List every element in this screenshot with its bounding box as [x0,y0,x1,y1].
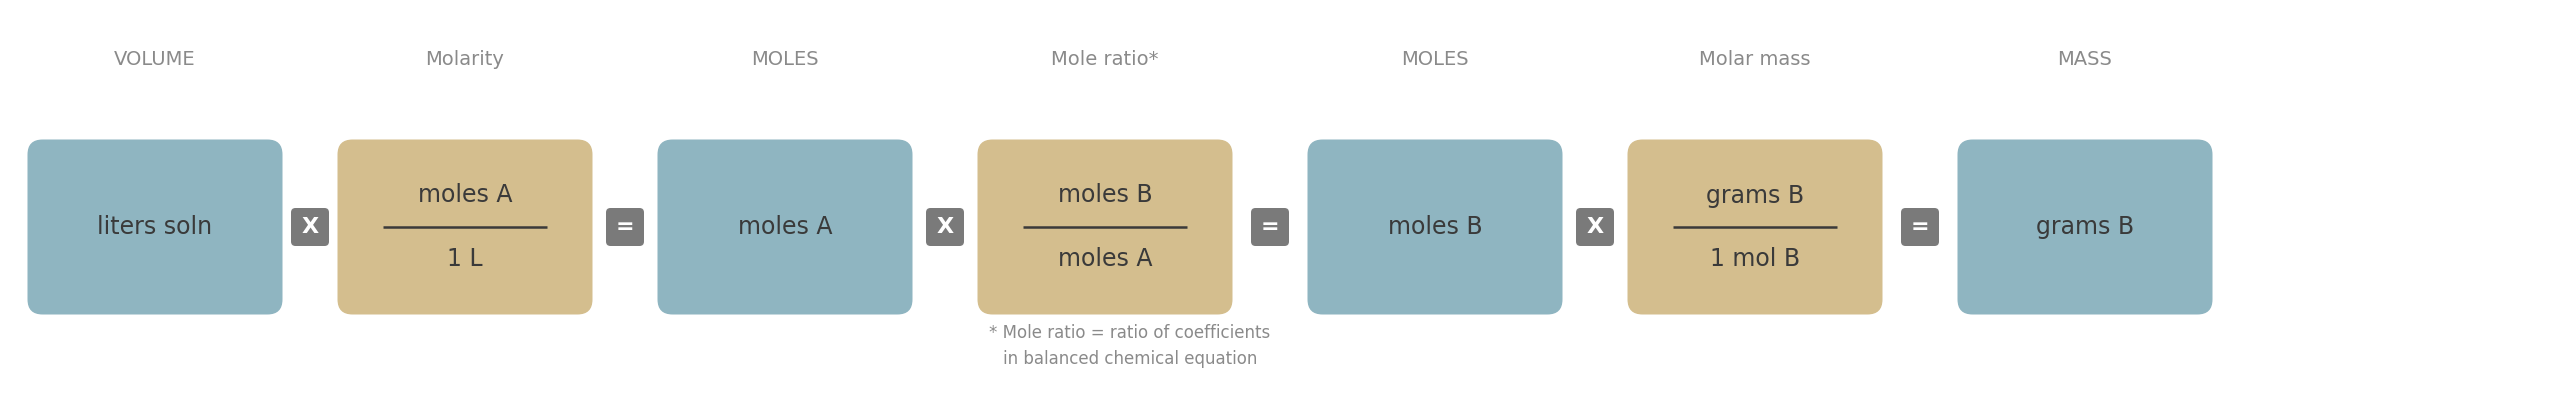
Text: moles B: moles B [1388,215,1482,239]
Text: =: = [1260,217,1280,237]
Text: =: = [1910,217,1930,237]
Text: MOLES: MOLES [750,50,819,69]
Text: moles B: moles B [1057,184,1152,207]
Text: Mole ratio*: Mole ratio* [1052,50,1160,69]
Text: * Mole ratio = ratio of coefficients
in balanced chemical equation: * Mole ratio = ratio of coefficients in … [988,324,1270,368]
Text: MOLES: MOLES [1400,50,1469,69]
FancyBboxPatch shape [1628,140,1882,314]
Text: Molar mass: Molar mass [1700,50,1810,69]
Text: 1 mol B: 1 mol B [1710,247,1800,271]
FancyBboxPatch shape [1577,208,1613,246]
Text: X: X [937,217,952,237]
FancyBboxPatch shape [1308,140,1562,314]
Text: liters soln: liters soln [97,215,212,239]
FancyBboxPatch shape [978,140,1231,314]
FancyBboxPatch shape [1958,140,2212,314]
Text: moles A: moles A [417,184,512,207]
Text: 1 L: 1 L [448,247,484,271]
FancyBboxPatch shape [292,208,330,246]
FancyBboxPatch shape [927,208,965,246]
Text: Molarity: Molarity [425,50,504,69]
FancyBboxPatch shape [28,140,282,314]
Text: VOLUME: VOLUME [115,50,195,69]
Text: grams B: grams B [1705,184,1805,207]
FancyBboxPatch shape [1902,208,1938,246]
FancyBboxPatch shape [338,140,591,314]
Text: MASS: MASS [2058,50,2112,69]
FancyBboxPatch shape [607,208,645,246]
Text: moles A: moles A [737,215,832,239]
Text: grams B: grams B [2035,215,2135,239]
FancyBboxPatch shape [658,140,911,314]
Text: X: X [302,217,317,237]
Text: moles A: moles A [1057,247,1152,271]
FancyBboxPatch shape [1252,208,1290,246]
Text: =: = [617,217,635,237]
Text: X: X [1587,217,1603,237]
